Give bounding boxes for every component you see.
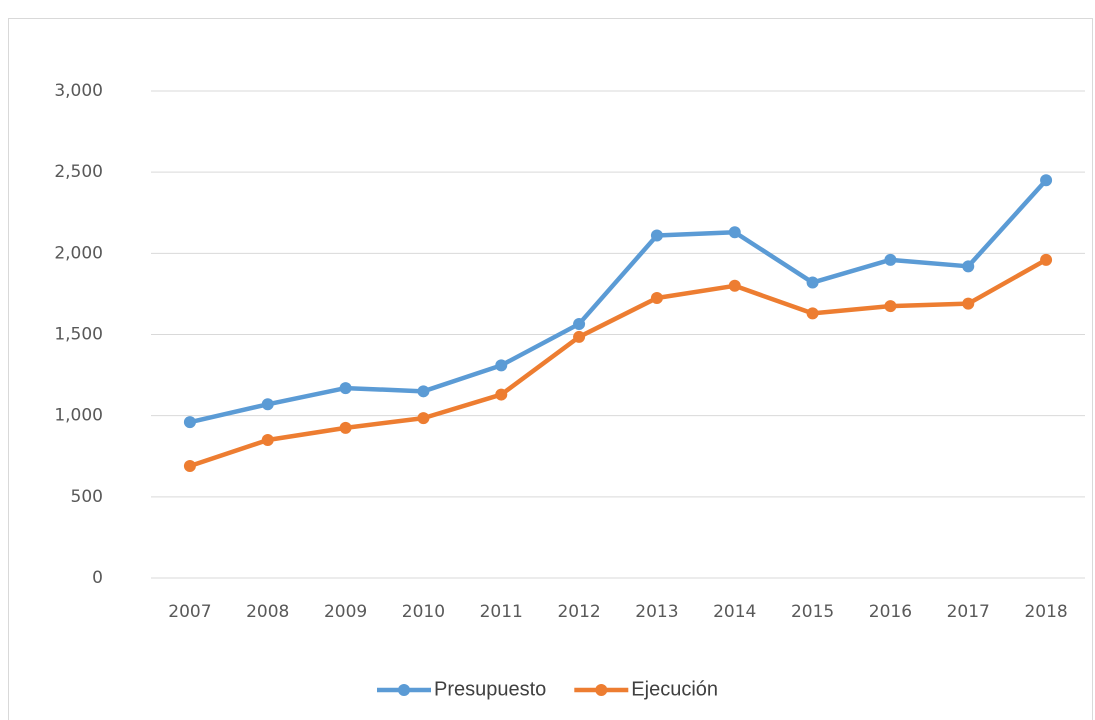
y-tick-label: 2,000: [54, 243, 103, 263]
y-tick-label: 3,000: [54, 81, 103, 101]
point: [884, 300, 897, 313]
point: [261, 434, 274, 447]
x-tick-label: 2018: [1024, 602, 1067, 622]
x-tick-label: 2008: [246, 602, 289, 622]
point: [806, 307, 819, 320]
point: [728, 226, 741, 239]
x-tick-label: 2013: [635, 602, 678, 622]
point: [261, 398, 274, 411]
point: [806, 276, 819, 289]
point: [962, 297, 975, 310]
point: [495, 388, 508, 401]
x-tick-label: 2016: [869, 602, 912, 622]
y-tick-label: 2,500: [54, 162, 103, 182]
x-tick-label: 2015: [791, 602, 834, 622]
point: [728, 279, 741, 292]
point: [495, 359, 508, 372]
y-tick-label: 0: [92, 568, 103, 588]
legend-label: Ejecución: [631, 678, 718, 700]
point: [417, 412, 430, 425]
x-tick-label: 2014: [713, 602, 756, 622]
chart-border: [8, 18, 1093, 720]
point: [884, 253, 897, 266]
point: [573, 317, 586, 330]
x-tick-label: 2012: [557, 602, 600, 622]
point: [183, 459, 196, 472]
point: [183, 416, 196, 429]
x-tick-label: 2017: [947, 602, 990, 622]
legend-marker: [398, 684, 410, 696]
y-tick-label: 1,000: [54, 406, 103, 426]
point: [1040, 174, 1053, 187]
point: [417, 385, 430, 398]
series-line: [189, 178, 1048, 425]
y-tick-label: 500: [71, 487, 103, 507]
point: [962, 260, 975, 273]
y-tick-label: 1,500: [54, 325, 103, 345]
series-line: [189, 257, 1048, 469]
x-tick-label: 2010: [402, 602, 445, 622]
point: [650, 229, 663, 242]
x-tick-label: 2009: [324, 602, 367, 622]
x-tick-label: 2011: [480, 602, 523, 622]
legend-marker: [595, 684, 608, 696]
point: [650, 291, 663, 304]
x-tick-label: 2007: [168, 602, 211, 622]
point: [573, 330, 586, 343]
point: [339, 421, 352, 434]
legend-label: Presupuesto: [434, 678, 546, 700]
point: [339, 382, 352, 395]
point: [1040, 253, 1053, 266]
